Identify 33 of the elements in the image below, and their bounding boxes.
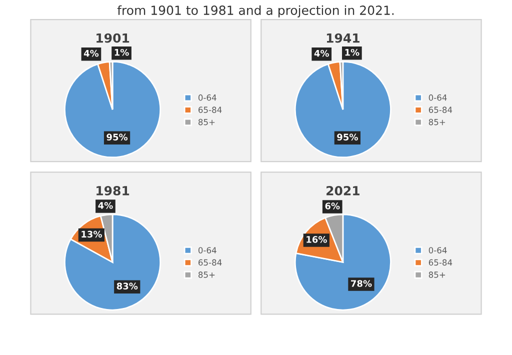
- pie-slice: [294, 214, 392, 311]
- data-label: 78%: [351, 280, 372, 287]
- legend-label: 0-64: [428, 247, 447, 254]
- chart-title: 1901: [96, 33, 130, 43]
- data-label: 4%: [98, 202, 113, 209]
- data-label: 4%: [84, 50, 99, 57]
- legend-label: 65-84: [198, 106, 222, 113]
- data-label: 83%: [116, 282, 138, 290]
- legend-label: 65-84: [428, 106, 452, 113]
- data-label: 1%: [114, 48, 129, 56]
- data-label: 13%: [82, 230, 102, 238]
- chart-title: 1981: [96, 186, 130, 196]
- legend-label: 0-64: [428, 94, 447, 101]
- legend-label: 85+: [198, 118, 215, 126]
- legend-label: 0-64: [198, 247, 216, 254]
- pie-slice: [64, 61, 162, 158]
- data-label: 1%: [345, 48, 360, 56]
- legend-label: 85+: [428, 118, 446, 126]
- data-label: 16%: [306, 236, 327, 243]
- legend-label: 85+: [198, 272, 215, 278]
- pie-slice: [294, 61, 392, 158]
- data-label: 95%: [337, 134, 358, 140]
- legend-label: 65-84: [198, 259, 222, 266]
- chart-title: 2021: [326, 186, 360, 196]
- pie-slice: [64, 214, 162, 311]
- text: from 1901 to 1981 and a projection in 2021.: [117, 5, 394, 18]
- chart-title: 1941: [326, 33, 360, 43]
- legend-label: 0-64: [198, 94, 216, 101]
- legend-label: 85+: [428, 272, 446, 278]
- data-label: 6%: [325, 202, 340, 210]
- data-label: 4%: [314, 50, 329, 57]
- data-label: 95%: [106, 134, 128, 140]
- legend-label: 65-84: [428, 259, 452, 266]
